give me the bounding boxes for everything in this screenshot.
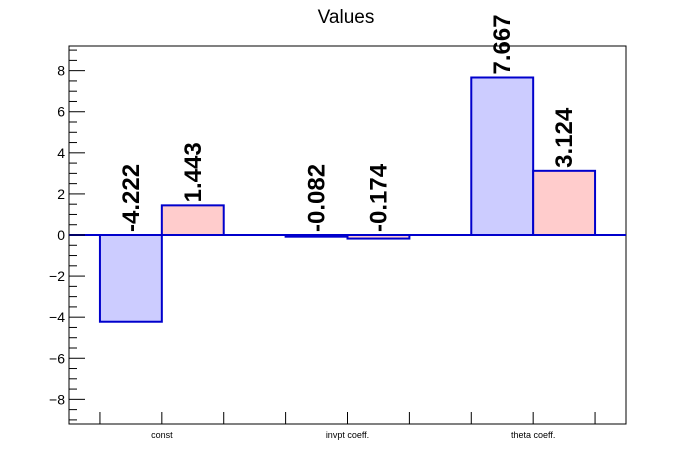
data-label: -4.222 bbox=[118, 164, 145, 232]
value-labels: -4.222 -0.082 7.667 1.443 -0.174 3.124 bbox=[118, 14, 578, 232]
y-tick-label: −6 bbox=[49, 350, 65, 366]
y-axis: −8 −6 −4 −2 0 2 4 6 8 bbox=[49, 49, 85, 421]
data-label: 7.667 bbox=[489, 14, 516, 74]
y-tick-label: −2 bbox=[49, 268, 65, 284]
y-tick-label: 0 bbox=[57, 227, 65, 243]
x-tick-label: invpt coeff. bbox=[326, 430, 369, 440]
bar bbox=[532, 169, 597, 236]
y-tick-label: 2 bbox=[57, 186, 65, 202]
y-tick-label: 8 bbox=[57, 63, 65, 79]
x-tick-label: const bbox=[151, 430, 173, 440]
data-label: 3.124 bbox=[551, 107, 578, 168]
bars-layer bbox=[98, 76, 597, 323]
bar bbox=[160, 204, 225, 236]
data-label: 1.443 bbox=[180, 142, 207, 202]
y-tick-label: 4 bbox=[57, 145, 65, 161]
y-tick-label: −4 bbox=[49, 309, 65, 325]
bar bbox=[98, 234, 163, 323]
y-tick-label: −8 bbox=[49, 391, 65, 407]
data-label: -0.174 bbox=[365, 163, 392, 232]
bar bbox=[470, 76, 535, 236]
chart-title: Values bbox=[318, 7, 375, 28]
data-label: -0.082 bbox=[304, 164, 331, 232]
y-tick-label: 6 bbox=[57, 104, 65, 120]
x-axis: const invpt coeff. theta coeff. bbox=[99, 412, 596, 440]
x-tick-label: theta coeff. bbox=[511, 430, 555, 440]
